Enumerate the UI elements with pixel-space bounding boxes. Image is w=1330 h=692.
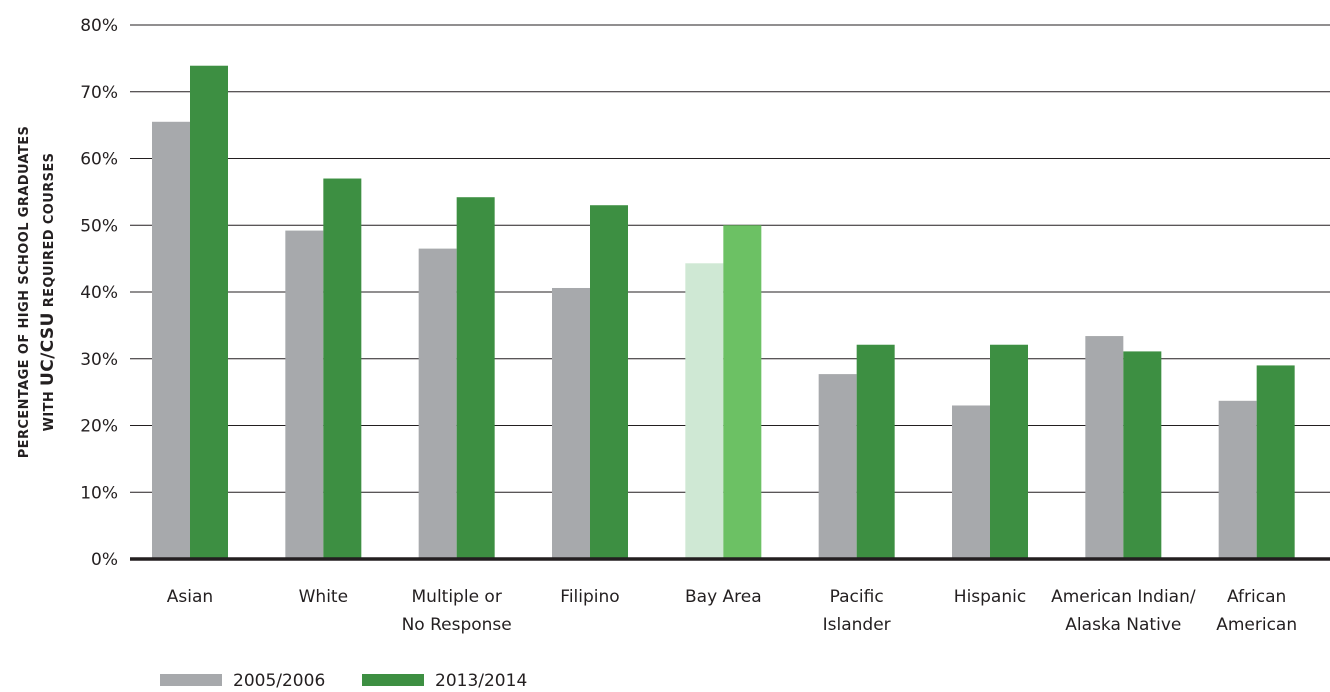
bar-2005-2006-2 — [418, 248, 457, 560]
y-tick-label: 40% — [80, 283, 118, 303]
bar-2013-2014-6 — [990, 344, 1028, 559]
y-axis-ticks: 0% 10% 20% 30% 40% 50% 60% 70% 80% — [80, 16, 118, 570]
category-label: American Indian/ — [1051, 587, 1196, 607]
bar-2005-2006-8 — [1218, 400, 1257, 559]
y-tick-label: 80% — [80, 16, 118, 36]
category-label: Multiple or — [412, 587, 502, 607]
y-axis-label-line2: WITH UC/CSU REQUIRED COURSES — [38, 153, 58, 432]
y-axis-label-suffix: REQUIRED COURSES — [42, 153, 57, 313]
y-tick-label: 70% — [80, 83, 118, 103]
x-axis-categories: Asian White Multiple or No Response Filipino… — [167, 587, 1297, 635]
y-axis-label-emphasis: UC/CSU — [38, 312, 58, 386]
category-label: White — [299, 587, 348, 607]
category-label: Pacific — [830, 587, 884, 607]
legend-label: 2013/2014 — [435, 671, 527, 691]
category-label: Filipino — [560, 587, 619, 607]
bar-2005-2006-1 — [285, 230, 324, 559]
bars — [152, 65, 1295, 560]
bar-2013-2014-3 — [590, 205, 628, 559]
y-tick-label: 30% — [80, 350, 118, 370]
bar-2005-2006-5 — [818, 374, 857, 559]
bar-2013-2014-8 — [1256, 365, 1295, 559]
y-axis-label-prefix: WITH — [42, 386, 57, 431]
y-tick-label: 10% — [80, 483, 118, 503]
bar-2013-2014-4 — [723, 225, 762, 559]
bar-2013-2014-2 — [456, 197, 495, 559]
legend: 2005/2006 2013/2014 — [160, 671, 527, 691]
y-axis-label-line1: PERCENTAGE OF HIGH SCHOOL GRADUATES — [17, 126, 32, 459]
y-tick-label: 0% — [91, 550, 118, 570]
category-label: Bay Area — [685, 587, 762, 607]
category-label: No Response — [402, 615, 512, 635]
bar-2005-2006-6 — [952, 405, 990, 559]
category-label: Alaska Native — [1065, 615, 1181, 635]
bar-2013-2014-7 — [1123, 351, 1162, 559]
legend-label: 2005/2006 — [233, 671, 325, 691]
bar-2013-2014-5 — [856, 344, 895, 559]
y-tick-label: 60% — [80, 150, 118, 170]
bar-2005-2006-0 — [152, 121, 190, 559]
category-label: American — [1216, 615, 1297, 635]
legend-swatch — [160, 674, 222, 686]
y-axis-label: PERCENTAGE OF HIGH SCHOOL GRADUATES WITH… — [17, 126, 58, 459]
bar-2005-2006-7 — [1085, 336, 1124, 559]
category-label: African — [1227, 587, 1286, 607]
category-label: Hispanic — [954, 587, 1026, 607]
y-tick-label: 50% — [80, 216, 118, 236]
legend-swatch — [362, 674, 424, 686]
category-label: Islander — [823, 615, 891, 635]
bar-2005-2006-4 — [685, 263, 724, 559]
bar-2013-2014-1 — [323, 178, 362, 559]
y-tick-label: 20% — [80, 417, 118, 437]
bar-2013-2014-0 — [190, 65, 228, 559]
category-label: Asian — [167, 587, 213, 607]
bar-2005-2006-3 — [552, 287, 590, 559]
